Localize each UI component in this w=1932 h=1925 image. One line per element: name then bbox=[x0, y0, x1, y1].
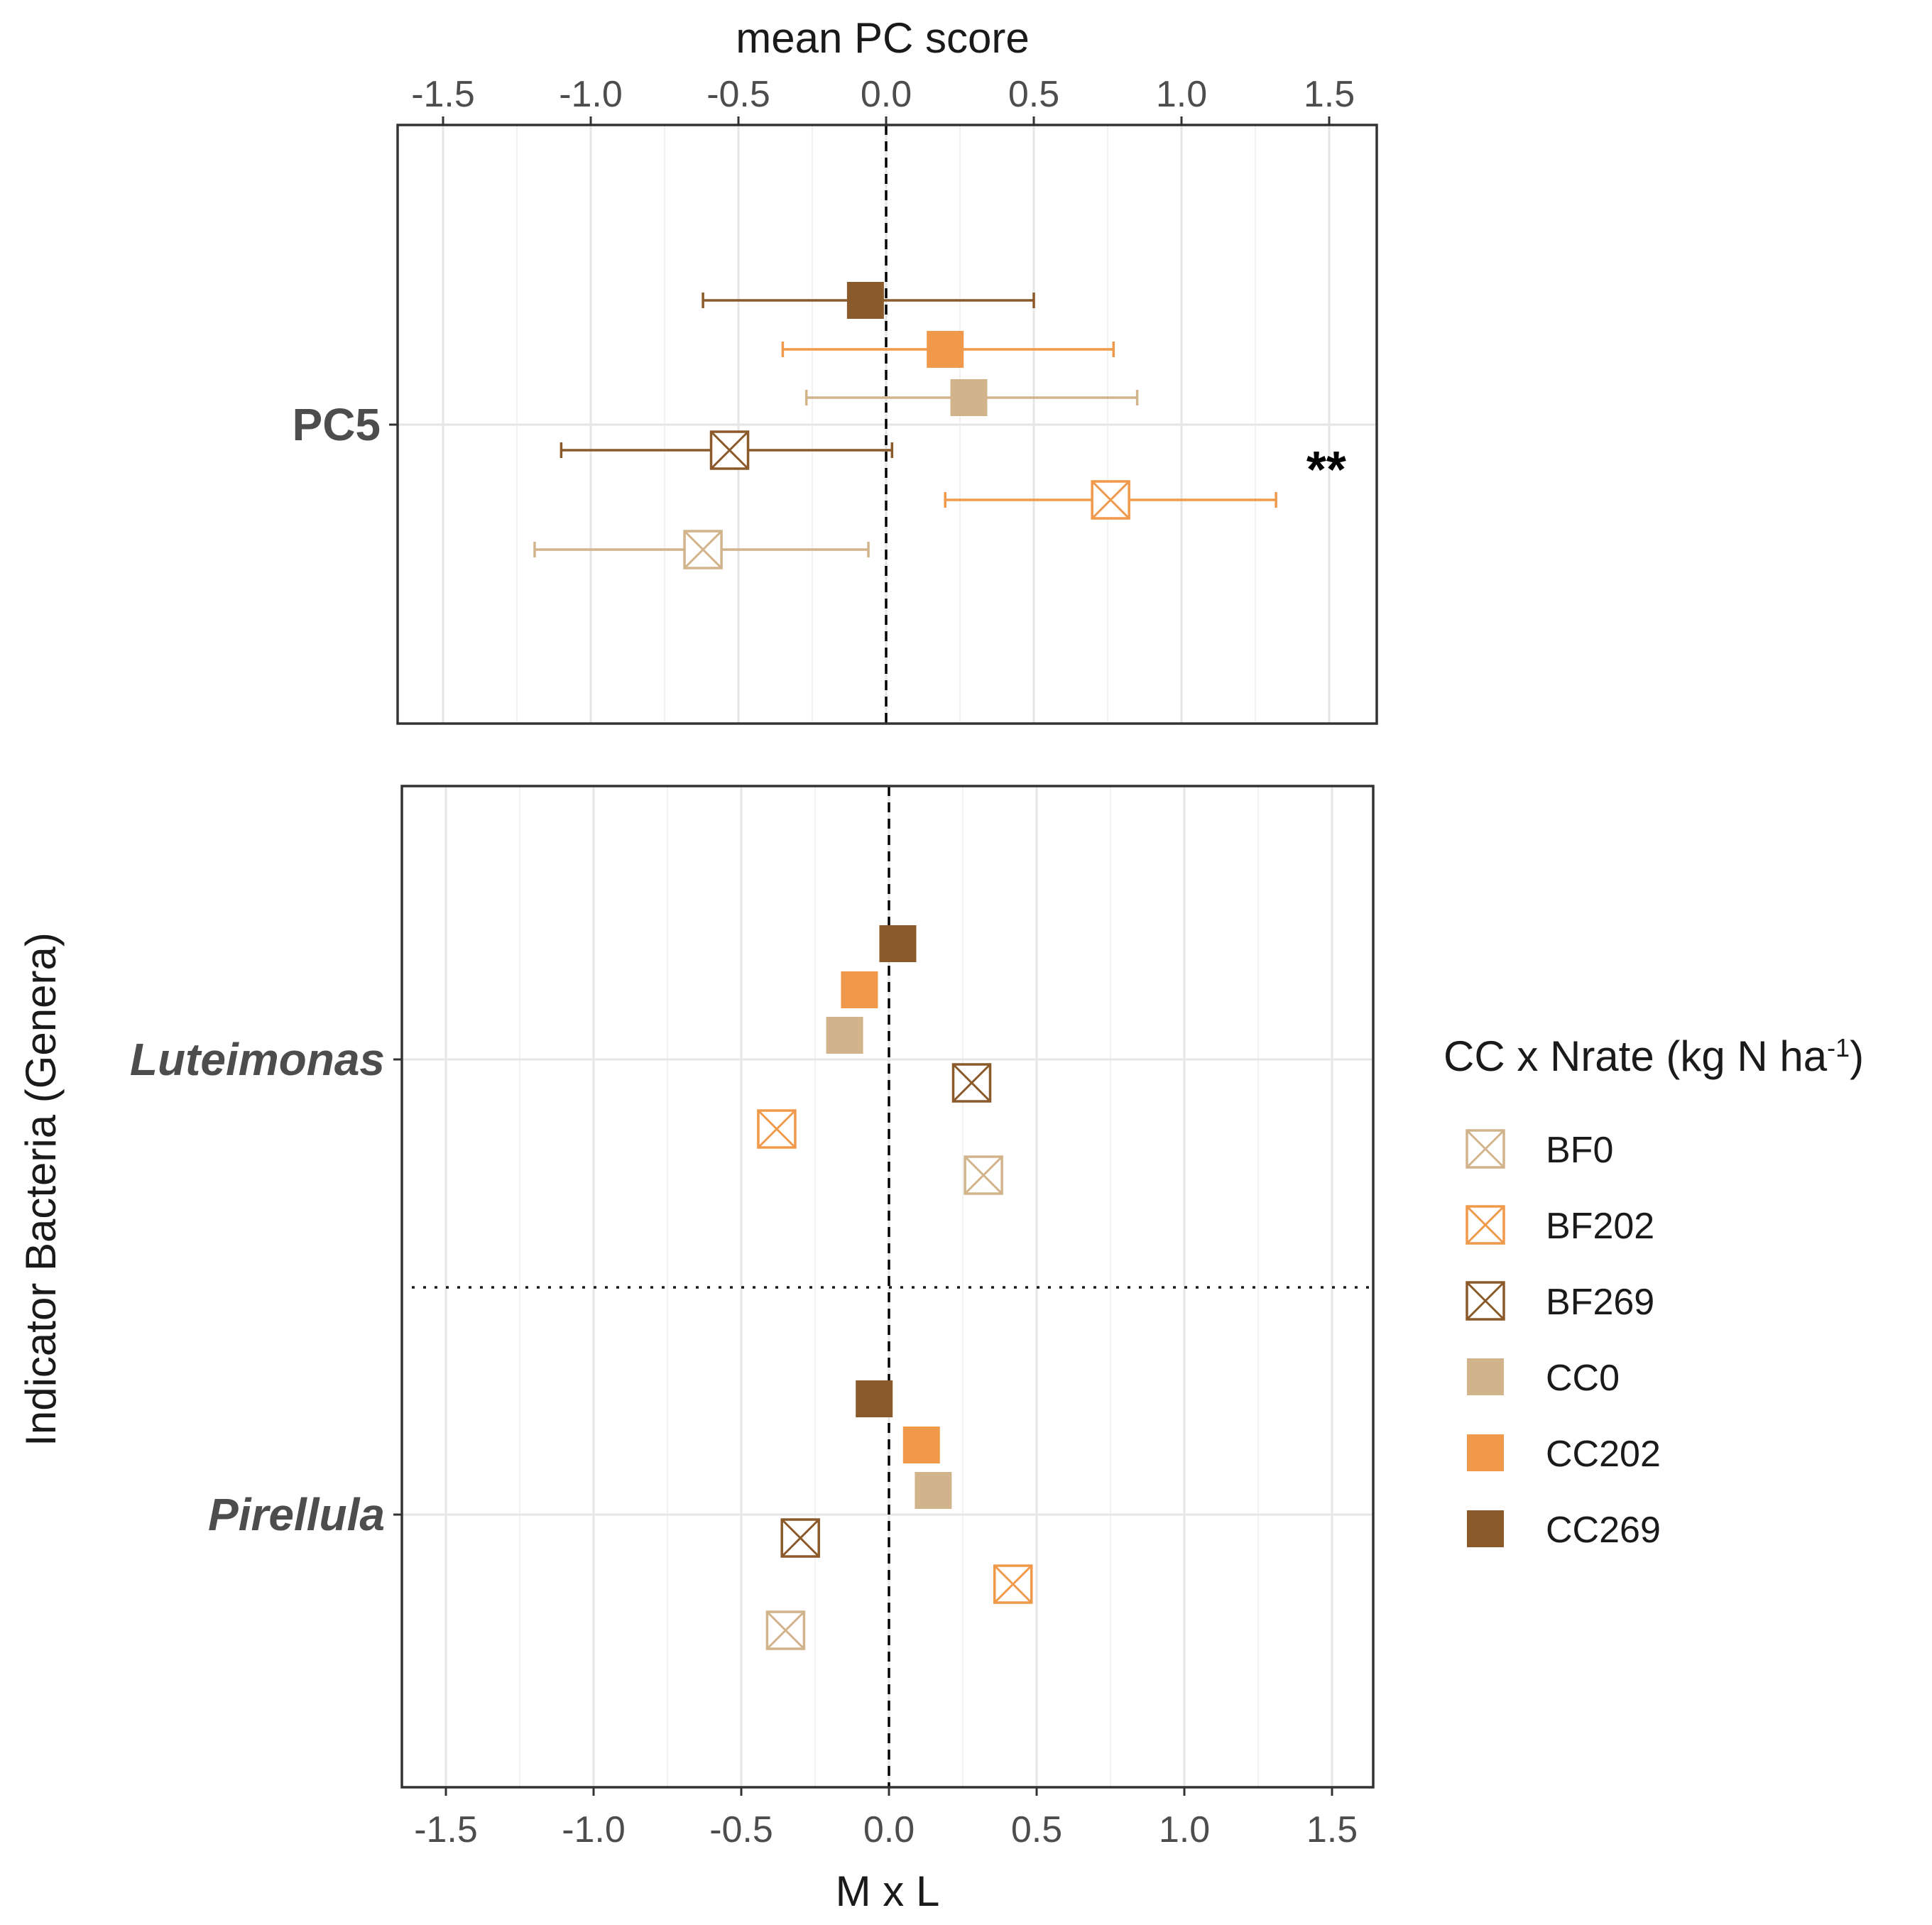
legend-item-label: CC0 bbox=[1546, 1358, 1620, 1399]
legend-title-superscript: -1 bbox=[1827, 1033, 1850, 1062]
x-tick-label: 0.0 bbox=[861, 74, 912, 115]
legend-item-bf269: BF269 bbox=[1466, 1281, 1654, 1323]
data-point-cc202 bbox=[781, 331, 1115, 368]
data-point-bf0 bbox=[533, 530, 870, 569]
top-y-axis-ticks: PC5 bbox=[293, 399, 398, 450]
legend-item-cc269: CC269 bbox=[1467, 1510, 1661, 1551]
box-x-stroke bbox=[1466, 1205, 1505, 1245]
square-marker bbox=[879, 925, 917, 962]
top-data-points bbox=[533, 282, 1277, 569]
legend-item-cc202: CC202 bbox=[1467, 1434, 1661, 1475]
box-x-stroke bbox=[1466, 1281, 1505, 1321]
data-point-bf0 bbox=[964, 1155, 1003, 1195]
data-point-cc202 bbox=[841, 971, 878, 1008]
legend-item-bf0: BF0 bbox=[1466, 1129, 1613, 1171]
bottom-y-axis-ticks: Luteimonas Pirellula bbox=[130, 1034, 402, 1540]
data-point-bf269 bbox=[560, 430, 894, 470]
box-x-stroke bbox=[766, 1610, 805, 1650]
data-point-bf202 bbox=[993, 1564, 1033, 1604]
y-category-label: Luteimonas bbox=[130, 1034, 385, 1085]
box-x-stroke bbox=[684, 530, 723, 569]
x-tick-label: 1.5 bbox=[1304, 74, 1355, 115]
data-point-bf0 bbox=[765, 1610, 806, 1650]
x-tick-label: -1.0 bbox=[562, 1809, 626, 1850]
data-point-bf269 bbox=[951, 1063, 992, 1103]
legend-item-bf202: BF202 bbox=[1466, 1205, 1654, 1247]
box-x-stroke bbox=[781, 1518, 820, 1558]
data-point-cc269 bbox=[702, 282, 1035, 319]
box-x-stroke bbox=[1091, 480, 1130, 520]
legend-item-cc0: CC0 bbox=[1467, 1358, 1620, 1399]
bottom-x-axis-title: M x L bbox=[836, 1867, 940, 1915]
legend-title-main: CC x Nrate (kg N ha bbox=[1443, 1032, 1828, 1080]
box-x-stroke bbox=[993, 1564, 1032, 1604]
box-x-stroke bbox=[1466, 1129, 1505, 1169]
data-point-bf202 bbox=[944, 480, 1277, 520]
square-marker bbox=[1467, 1358, 1504, 1395]
data-point-cc0 bbox=[826, 1017, 863, 1054]
box-x-stroke bbox=[952, 1063, 991, 1103]
x-tick-label: 1.0 bbox=[1156, 74, 1207, 115]
legend-item-label: BF0 bbox=[1546, 1130, 1613, 1171]
significance-annotation: ** bbox=[1306, 442, 1346, 498]
x-tick-label: 1.5 bbox=[1306, 1809, 1358, 1850]
square-marker bbox=[846, 282, 884, 319]
square-marker bbox=[1467, 1434, 1504, 1471]
bottom-panel: -1.5 -1.0 -0.5 0.0 0.5 1.0 1.5 Luteimonas Pirel… bbox=[17, 785, 1375, 1915]
legend-item-label: CC202 bbox=[1546, 1434, 1661, 1475]
data-point-cc0 bbox=[804, 379, 1139, 416]
legend-item-label: BF202 bbox=[1546, 1206, 1654, 1247]
legend-title: CC x Nrate (kg N ha-1) bbox=[1443, 1032, 1864, 1080]
box-x-stroke bbox=[964, 1155, 1003, 1195]
y-axis-title: Indicator Bacteria (Genera) bbox=[17, 932, 65, 1446]
x-tick-label: 0.5 bbox=[1011, 1809, 1062, 1850]
square-marker bbox=[856, 1380, 893, 1417]
bottom-panel-border bbox=[400, 785, 1375, 1789]
square-marker bbox=[826, 1017, 863, 1054]
legend-title-end: ) bbox=[1850, 1032, 1864, 1080]
x-tick-label: 0.5 bbox=[1008, 74, 1059, 115]
top-x-axis-title: mean PC score bbox=[736, 14, 1030, 62]
x-tick-label: -0.5 bbox=[709, 1809, 773, 1850]
square-marker bbox=[950, 379, 988, 416]
top-panel: mean PC score -1.5 -1.0 -0.5 0.0 0.5 1.0 1.5 P… bbox=[293, 14, 1378, 725]
y-category-label: Pirellula bbox=[208, 1489, 385, 1540]
data-point-cc269 bbox=[879, 925, 917, 962]
bottom-x-axis-ticks: -1.5 -1.0 -0.5 0.0 0.5 1.0 1.5 bbox=[414, 1787, 1358, 1850]
square-marker bbox=[841, 971, 878, 1008]
square-marker bbox=[1467, 1510, 1504, 1547]
data-point-cc0 bbox=[915, 1472, 952, 1509]
y-category-label: PC5 bbox=[293, 399, 381, 450]
data-point-cc269 bbox=[856, 1380, 893, 1417]
bottom-data-points bbox=[757, 925, 1033, 1650]
square-marker bbox=[927, 331, 964, 368]
square-marker bbox=[902, 1427, 940, 1463]
x-tick-label: 0.0 bbox=[863, 1809, 915, 1850]
square-marker bbox=[915, 1472, 952, 1509]
legend-item-label: CC269 bbox=[1546, 1510, 1661, 1551]
data-point-bf202 bbox=[757, 1109, 797, 1149]
x-tick-label: -1.0 bbox=[559, 74, 623, 115]
box-x-stroke bbox=[757, 1109, 796, 1149]
x-tick-label: -0.5 bbox=[706, 74, 770, 115]
x-tick-label: -1.5 bbox=[411, 74, 475, 115]
top-x-axis-ticks: -1.5 -1.0 -0.5 0.0 0.5 1.0 1.5 bbox=[411, 74, 1355, 125]
data-point-cc202 bbox=[902, 1427, 940, 1463]
legend-item-label: BF269 bbox=[1546, 1282, 1654, 1323]
x-tick-label: -1.5 bbox=[414, 1809, 478, 1850]
legend: CC x Nrate (kg N ha-1) BF0 BF202 BF269 CC0 C… bbox=[1443, 1032, 1864, 1551]
box-x-stroke bbox=[710, 430, 749, 470]
data-point-bf269 bbox=[780, 1518, 820, 1558]
x-tick-label: 1.0 bbox=[1159, 1809, 1210, 1850]
legend-items: BF0 BF202 BF269 CC0 CC202 CC269 bbox=[1466, 1129, 1661, 1551]
